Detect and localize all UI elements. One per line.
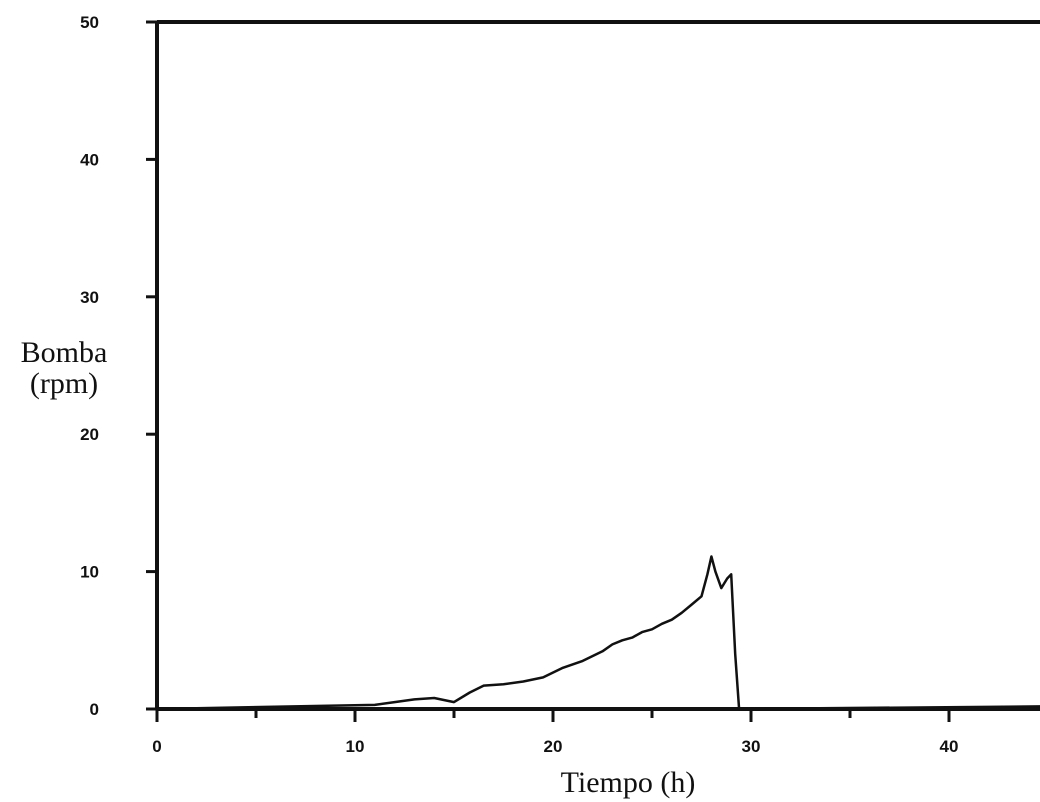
x-tick-label: 10 <box>346 737 365 756</box>
y-tick-label: 50 <box>80 13 99 32</box>
series-line-1 <box>156 555 1040 711</box>
x-tick-label: 40 <box>940 737 959 756</box>
y-ticks: 0 10 20 30 40 50 <box>80 13 157 719</box>
y-tick-label: 40 <box>80 150 99 169</box>
x-tick-label: 20 <box>544 737 563 756</box>
y-tick-label: 20 <box>80 425 99 444</box>
x-tick-label: 30 <box>742 737 761 756</box>
y-tick-label: 30 <box>80 288 99 307</box>
series <box>156 555 1040 711</box>
x-axis-title: Tiempo (h) <box>561 766 696 799</box>
y-tick-label: 0 <box>90 700 99 719</box>
y-tick-label: 10 <box>80 563 99 582</box>
y-axis-unit: (rpm) <box>30 367 98 400</box>
y-axis-title: Bomba <box>21 336 108 369</box>
axes <box>155 20 1040 711</box>
x-tick-label: 0 <box>152 737 161 756</box>
x-ticks: 0 10 20 30 40 <box>152 709 959 756</box>
